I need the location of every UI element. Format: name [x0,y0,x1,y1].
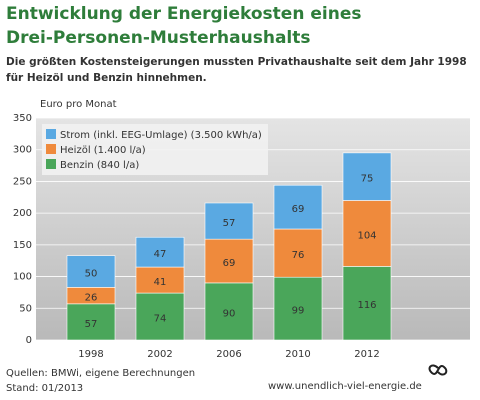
legend-entry: Benzin (840 l/a) [60,160,139,171]
x-tick-label: 2012 [354,349,379,360]
legend-swatch [46,159,56,169]
value-label: 47 [154,249,167,260]
y-tick-label: 150 [13,240,32,251]
bar-segment [204,282,254,341]
x-tick-label: 2010 [285,349,310,360]
bar-segment [273,276,323,341]
date: Stand: 01/2013 [6,383,83,394]
x-tick-label: 2006 [216,349,241,360]
y-tick-label: 50 [19,303,32,314]
y-tick-label: 350 [13,113,32,124]
value-label: 69 [223,258,236,269]
x-tick-label: 2002 [147,349,172,360]
y-axis-label: Euro pro Monat [40,99,117,110]
value-label: 76 [292,250,305,261]
source: Quellen: BMWi, eigene Berechnungen [6,368,195,379]
value-label: 74 [154,314,167,325]
chart-title-line: Drei-Personen-Musterhaushalts [6,28,311,48]
logo [428,364,448,376]
bar-segment [204,238,254,284]
y-tick-label: 250 [13,176,32,187]
value-label: 90 [223,308,236,319]
bar-segment [135,292,185,341]
x-tick-label: 1998 [78,349,103,360]
bar-segment [66,255,116,288]
chart-subtitle-line: Die größten Kostensteigerungen mussten P… [6,56,467,68]
legend-entry: Strom (inkl. EEG-Umlage) (3.500 kWh/a) [60,130,262,141]
website: www.unendlich-viel-energie.de [268,381,422,392]
legend-entry: Heizöl (1.400 l/a) [60,145,146,156]
value-label: 41 [154,277,167,288]
value-label: 104 [357,230,376,241]
bar-segment [135,266,185,294]
value-label: 26 [85,293,98,304]
value-label: 99 [292,306,305,317]
chart-title-line: Entwicklung der Energiekosten eines [6,4,361,24]
y-tick-label: 100 [13,272,32,283]
value-label: 116 [357,300,376,311]
legend-swatch [46,129,56,139]
bar-segment [66,303,116,341]
bar-segment [273,184,323,230]
y-tick-label: 300 [13,145,32,156]
bar-segment [342,152,392,201]
bar-segment [204,202,254,240]
y-tick-label: 200 [13,208,32,219]
legend-swatch [46,144,56,154]
legend-box [42,124,268,175]
value-label: 57 [85,319,98,330]
chart-subtitle-line: für Heizöl und Benzin hinnehmen. [6,72,207,84]
bar-segment [273,228,323,278]
value-label: 50 [85,268,98,279]
bar-segment [342,200,392,267]
bar-segment [135,236,185,268]
value-label: 75 [361,174,374,185]
bar-segment [342,266,392,341]
value-label: 69 [292,204,305,215]
value-label: 57 [223,218,236,229]
y-tick-label: 0 [26,335,32,346]
